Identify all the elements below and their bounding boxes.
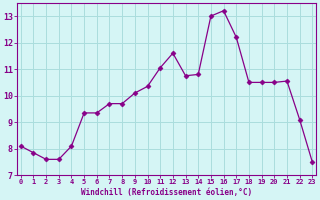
- X-axis label: Windchill (Refroidissement éolien,°C): Windchill (Refroidissement éolien,°C): [81, 188, 252, 197]
